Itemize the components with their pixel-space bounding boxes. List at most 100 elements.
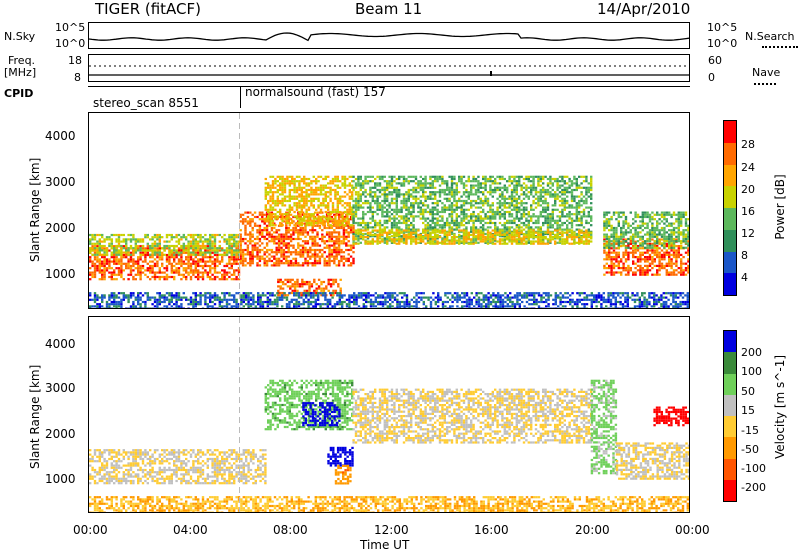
velocity-region-6 (590, 379, 618, 475)
vel-cbar-tick-m50: -50 (741, 443, 759, 456)
vel-cbar-tick-15: 15 (741, 404, 755, 417)
velocity-cbar-swatch-6 (724, 458, 736, 480)
vel-cbar-tick-m200: -200 (741, 481, 766, 494)
freq-label-1: Freq. (8, 54, 36, 67)
velocity-region-1 (264, 379, 354, 431)
nsearch-tick-bottom: 10^0 (707, 37, 738, 50)
cpid-segment-stereo: stereo_scan 8551 (93, 96, 199, 110)
power-ytick-2000: 2000 (45, 221, 76, 235)
power-cbar-swatch-4 (724, 208, 736, 230)
power-region-9 (89, 292, 689, 308)
xtick-3: 12:00 (374, 523, 409, 537)
velocity-cbar-swatch-2 (724, 373, 736, 395)
nsky-tick-top: 10^5 (55, 21, 86, 34)
velocity-cbar-swatch-1 (724, 352, 736, 374)
velocity-region-8 (653, 406, 689, 427)
velocity-cbar-swatch-7 (724, 479, 736, 501)
power-cbar-swatch-0 (724, 121, 736, 143)
nsky-tick-bottom: 10^0 (55, 37, 86, 50)
velocity-region-3 (327, 446, 354, 467)
nave-label: Nave (752, 66, 781, 79)
power-cbar-tick-8: 8 (741, 249, 748, 262)
nsky-label: N.Sky (4, 30, 36, 43)
cpid-baseline (88, 86, 690, 87)
power-panel (88, 112, 690, 309)
power-colorbar (723, 120, 737, 296)
xtick-5: 20:00 (575, 523, 610, 537)
velocity-cbar-swatch-5 (724, 437, 736, 459)
power-cbar-label: Power [dB] (773, 174, 787, 240)
xaxis-label: Time UT (360, 538, 410, 552)
freq-tick-bottom: 8 (74, 71, 81, 84)
velocity-cbar-swatch-0 (724, 331, 736, 353)
freq-trace (89, 65, 689, 76)
velocity-colorbar (723, 330, 737, 502)
velocity-region-5 (352, 388, 593, 444)
velocity-region-0 (89, 449, 267, 485)
velocity-region-2 (302, 402, 341, 427)
power-region-1 (89, 233, 241, 256)
cpid-divider (240, 86, 241, 108)
freq-panel (88, 54, 690, 82)
power-heatmap (89, 113, 689, 308)
beam-title: Beam 11 (355, 0, 423, 18)
power-region-8 (603, 211, 689, 249)
power-cbar-swatch-2 (724, 164, 736, 187)
velocity-region-4 (334, 464, 352, 485)
nsky-trace (89, 32, 689, 42)
nave-tick-top: 60 (708, 54, 722, 67)
xtick-6: 00:00 (675, 523, 710, 537)
power-ytick-1000: 1000 (45, 267, 76, 281)
power-cbar-swatch-1 (724, 142, 736, 165)
power-ylabel: Slant Range [km] (28, 157, 42, 262)
vel-cbar-tick-m100: -100 (741, 462, 766, 475)
power-region-7 (603, 238, 689, 276)
power-region-3 (264, 175, 354, 227)
velocity-region-7 (615, 442, 689, 480)
xtick-1: 04:00 (173, 523, 208, 537)
vel-cbar-tick-m15: -15 (741, 424, 759, 437)
power-cbar-swatch-5 (724, 229, 736, 252)
cpid-segment-normalsound: normalsound (fast) 157 (245, 85, 386, 99)
nave-tick-bottom: 0 (708, 71, 715, 84)
cpid-label: CPID (4, 87, 34, 100)
nave-legend-line (754, 83, 776, 85)
power-cbar-tick-24: 24 (741, 161, 755, 174)
power-ytick-3000: 3000 (45, 175, 76, 189)
velocity-cbar-label: Velocity [m s^-1] (773, 354, 787, 460)
power-cbar-swatch-6 (724, 251, 736, 274)
nsearch-legend-line (762, 46, 798, 48)
xtick-0: 00:00 (73, 523, 108, 537)
velocity-panel (88, 316, 690, 513)
power-cbar-tick-12: 12 (741, 227, 755, 240)
power-cbar-tick-4: 4 (741, 271, 748, 284)
velocity-cbar-swatch-3 (724, 394, 736, 416)
power-cbar-swatch-7 (724, 273, 736, 295)
velocity-ylabel: Slant Range [km] (28, 364, 42, 469)
xtick-4: 16:00 (474, 523, 509, 537)
freq-label-2: [MHz] (4, 66, 37, 79)
vel-cbar-tick-100: 100 (741, 365, 762, 378)
velocity-ytick-3000: 3000 (45, 381, 76, 395)
nsky-panel (88, 22, 690, 49)
power-cbar-tick-20: 20 (741, 183, 755, 196)
velocity-ytick-4000: 4000 (45, 337, 76, 351)
radar-title: TIGER (fitACF) (95, 0, 202, 18)
power-cbar-tick-16: 16 (741, 205, 755, 218)
power-cbar-tick-28: 28 (741, 138, 755, 151)
power-cbar-swatch-3 (724, 186, 736, 208)
date-title: 14/Apr/2010 (597, 0, 691, 18)
velocity-ytick-2000: 2000 (45, 427, 76, 441)
vel-cbar-tick-50: 50 (741, 385, 755, 398)
vel-cbar-tick-200: 200 (741, 346, 762, 359)
freq-tick-top: 18 (68, 54, 82, 67)
nsearch-label: N.Search (745, 30, 795, 43)
velocity-ytick-1000: 1000 (45, 472, 76, 486)
power-ytick-4000: 4000 (45, 129, 76, 143)
velocity-region-9 (89, 496, 689, 512)
xtick-2: 08:00 (273, 523, 308, 537)
velocity-cbar-swatch-4 (724, 416, 736, 438)
velocity-heatmap (89, 317, 689, 512)
power-region-6 (352, 229, 593, 245)
nsearch-tick-top: 10^5 (707, 21, 738, 34)
